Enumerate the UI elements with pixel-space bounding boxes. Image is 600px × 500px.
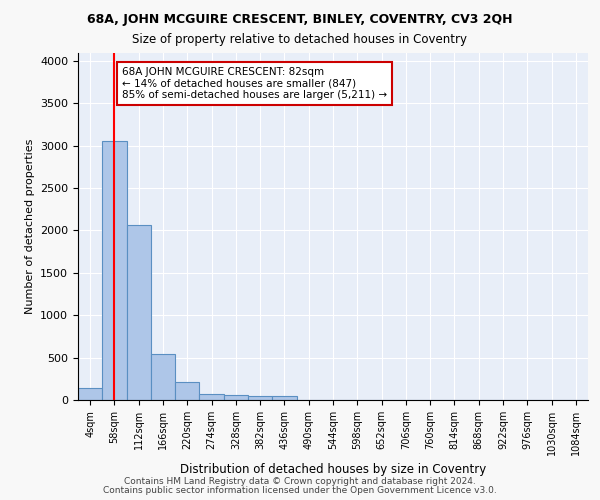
Bar [248, 396, 272, 400]
Bar [199, 394, 224, 400]
Bar [78, 388, 102, 400]
Text: 68A, JOHN MCGUIRE CRESCENT, BINLEY, COVENTRY, CV3 2QH: 68A, JOHN MCGUIRE CRESCENT, BINLEY, COVE… [87, 12, 513, 26]
Bar [175, 382, 199, 400]
Text: Size of property relative to detached houses in Coventry: Size of property relative to detached ho… [133, 32, 467, 46]
Bar [224, 396, 248, 400]
Text: Contains HM Land Registry data © Crown copyright and database right 2024.: Contains HM Land Registry data © Crown c… [124, 477, 476, 486]
Text: Contains public sector information licensed under the Open Government Licence v3: Contains public sector information licen… [103, 486, 497, 495]
X-axis label: Distribution of detached houses by size in Coventry: Distribution of detached houses by size … [180, 464, 486, 476]
Bar [127, 226, 151, 400]
Bar [102, 140, 127, 400]
Bar [151, 354, 175, 400]
Y-axis label: Number of detached properties: Number of detached properties [25, 138, 35, 314]
Bar [272, 396, 296, 400]
Text: 68A JOHN MCGUIRE CRESCENT: 82sqm
← 14% of detached houses are smaller (847)
85% : 68A JOHN MCGUIRE CRESCENT: 82sqm ← 14% o… [122, 67, 387, 100]
